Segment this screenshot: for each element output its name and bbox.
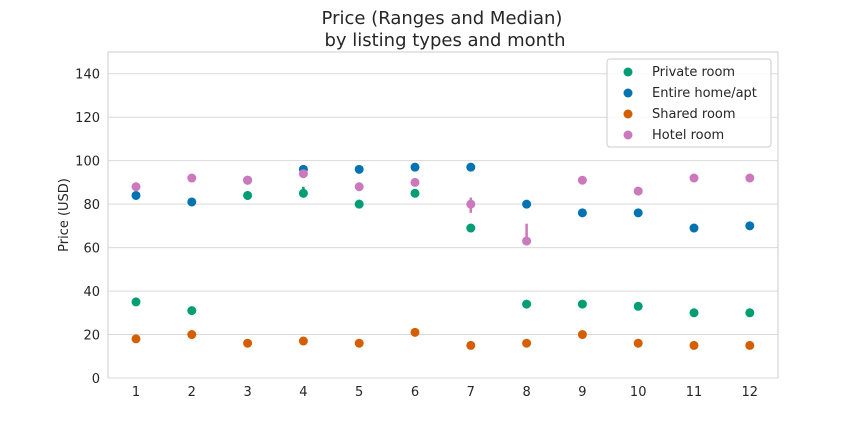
y-tick-label: 40 — [83, 285, 100, 300]
data-point — [354, 182, 364, 192]
data-point — [131, 297, 141, 307]
data-point — [745, 173, 755, 183]
data-point — [298, 336, 308, 346]
x-tick-label: 2 — [188, 385, 196, 400]
data-point — [577, 208, 587, 218]
data-point — [745, 221, 755, 231]
data-point — [187, 330, 197, 340]
x-tick-label: 12 — [742, 385, 759, 400]
x-tick-label: 1 — [132, 385, 140, 400]
y-tick-label: 120 — [75, 111, 100, 126]
data-point — [466, 199, 476, 209]
chart-title-line-1: Price (Ranges and Median) — [322, 8, 563, 29]
legend-label: Hotel room — [652, 128, 724, 143]
legend-marker — [623, 130, 633, 140]
data-point — [522, 338, 532, 348]
legend-label: Private room — [652, 65, 735, 80]
data-point — [522, 236, 532, 246]
x-tick-label: 6 — [411, 385, 419, 400]
data-point — [354, 164, 364, 174]
data-point — [410, 327, 420, 337]
legend: Private room Entire home/apt Shared room Ho… — [606, 58, 772, 148]
data-point — [298, 169, 308, 179]
data-point — [187, 173, 197, 183]
x-tick-label: 7 — [467, 385, 475, 400]
y-tick-label: 60 — [83, 242, 100, 257]
data-point — [522, 199, 532, 209]
y-tick-label: 80 — [83, 198, 100, 213]
data-point — [410, 188, 420, 198]
data-point — [633, 186, 643, 196]
data-point — [187, 306, 197, 316]
legend-label: Entire home/apt — [652, 86, 757, 101]
x-tick-label: 10 — [630, 385, 647, 400]
legend-label: Shared room — [652, 107, 736, 122]
y-tick-label: 0 — [92, 372, 100, 387]
data-point — [243, 338, 253, 348]
data-point — [298, 188, 308, 198]
data-point — [354, 338, 364, 348]
data-point — [410, 162, 420, 172]
y-tick-label: 100 — [75, 155, 100, 170]
data-point — [689, 223, 699, 233]
data-points — [131, 162, 755, 350]
data-point — [577, 330, 587, 340]
x-tick-label: 5 — [355, 385, 363, 400]
x-tick-label: 8 — [522, 385, 530, 400]
data-point — [745, 308, 755, 318]
data-point — [354, 199, 364, 209]
data-point — [410, 177, 420, 187]
y-tick-label: 140 — [75, 68, 100, 83]
x-tick-label: 11 — [686, 385, 703, 400]
data-point — [131, 182, 141, 192]
data-point — [466, 162, 476, 172]
legend-marker — [623, 88, 633, 98]
data-point — [466, 223, 476, 233]
y-tick-label: 20 — [83, 329, 100, 344]
data-point — [577, 175, 587, 185]
legend-marker — [623, 67, 633, 77]
data-point — [577, 299, 587, 309]
data-point — [187, 197, 197, 207]
data-point — [243, 175, 253, 185]
legend-marker — [623, 109, 633, 119]
data-point — [689, 340, 699, 350]
data-point — [131, 190, 141, 200]
data-point — [633, 338, 643, 348]
data-point — [131, 334, 141, 344]
data-point — [633, 208, 643, 218]
x-tick-label: 4 — [299, 385, 307, 400]
data-point — [243, 190, 253, 200]
x-tick-label: 3 — [243, 385, 251, 400]
data-point — [466, 340, 476, 350]
data-point — [689, 173, 699, 183]
y-axis-label: Price (USD) — [57, 178, 72, 252]
data-point — [522, 299, 532, 309]
data-point — [745, 340, 755, 350]
legend-box — [606, 58, 772, 148]
x-tick-label: 9 — [578, 385, 586, 400]
chart-title-line-2: by listing types and month — [324, 30, 565, 51]
data-point — [689, 308, 699, 318]
data-point — [633, 301, 643, 311]
